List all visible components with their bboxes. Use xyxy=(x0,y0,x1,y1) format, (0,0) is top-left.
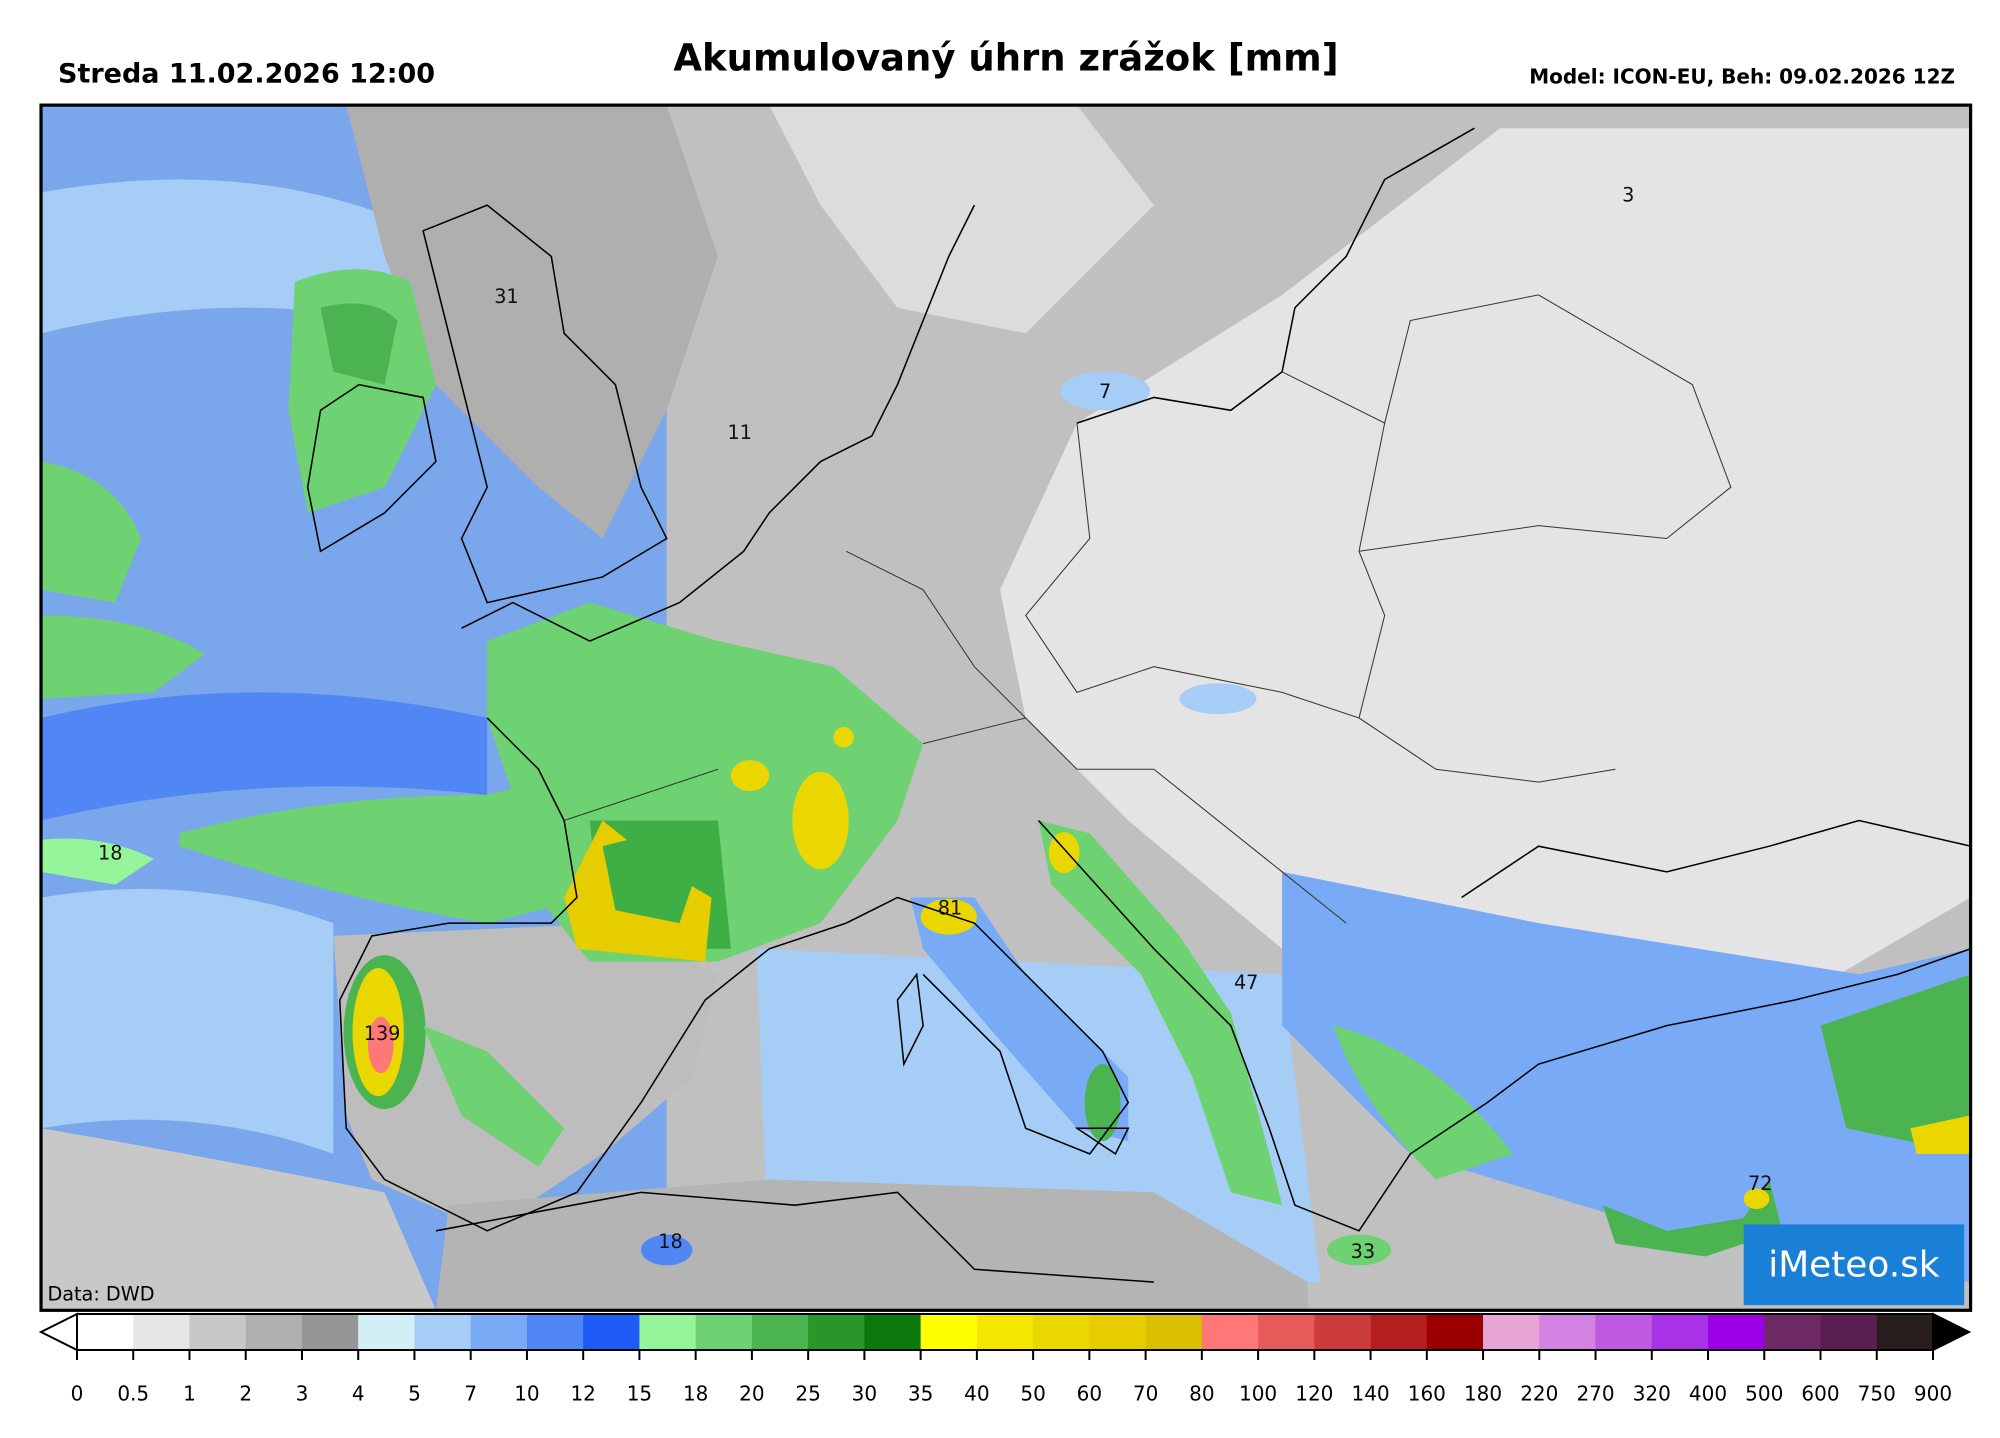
colorbar-tick-label: 5 xyxy=(408,1382,421,1406)
colorbar-extend-min xyxy=(38,1312,78,1352)
colorbar-box xyxy=(1033,1314,1090,1350)
colorbar-tick-label: 270 xyxy=(1576,1382,1614,1406)
map-value-label: 31 xyxy=(494,285,518,308)
colorbar-tick-label: 70 xyxy=(1133,1382,1158,1406)
colorbar-tick-label: 400 xyxy=(1689,1382,1727,1406)
colorbar-box xyxy=(77,1314,134,1350)
colorbar-tick-label: 120 xyxy=(1295,1382,1333,1406)
map-value-label: 81 xyxy=(938,897,962,920)
colorbar-tick-label: 0 xyxy=(71,1382,84,1406)
colorbar-box xyxy=(1201,1314,1259,1350)
colorbar-box xyxy=(1539,1314,1597,1350)
colorbar-box xyxy=(133,1314,190,1350)
colorbar-box xyxy=(245,1314,303,1350)
colorbar-tick-label: 140 xyxy=(1351,1382,1389,1406)
colorbar-box xyxy=(301,1314,359,1350)
logo: iMeteo.sk xyxy=(1768,1245,1940,1286)
colorbar-box xyxy=(583,1314,640,1350)
map-value-label: 33 xyxy=(1351,1240,1375,1263)
map-value-label: 3 xyxy=(1622,184,1634,207)
colorbar-tick-label: 7 xyxy=(464,1382,477,1406)
colorbar-box xyxy=(1876,1314,1934,1350)
colorbar-box xyxy=(526,1314,584,1350)
colorbar-box xyxy=(1764,1314,1822,1350)
colorbar-tick-label: 30 xyxy=(852,1382,877,1406)
colorbar-frame xyxy=(76,1313,1934,1351)
colorbar-tick-label: 1 xyxy=(183,1382,196,1406)
colorbar-tick-label: 10 xyxy=(514,1382,539,1406)
colorbar-box xyxy=(864,1314,922,1350)
logo-box xyxy=(1743,1224,1965,1306)
data-credit: Data: DWD xyxy=(47,1282,154,1305)
colorbar-tick-label: 60 xyxy=(1077,1382,1102,1406)
colorbar-box xyxy=(920,1314,978,1350)
colorbar-box xyxy=(1370,1314,1428,1350)
map: 31 11 7 3 18 81 47 139 33 18 72 Data: DWD iMeteo.s… xyxy=(39,103,1973,1312)
map-value-label: 11 xyxy=(728,421,752,444)
colorbar-tick-label: 40 xyxy=(964,1382,989,1406)
model-info: Model: ICON-EU, Beh: 09.02.2026 12Z xyxy=(1529,65,1955,89)
colorbar-box xyxy=(189,1314,247,1350)
colorbar-tick-label: 35 xyxy=(908,1382,933,1406)
colorbar-tick-label: 180 xyxy=(1464,1382,1502,1406)
colorbar-tick-label: 15 xyxy=(627,1382,652,1406)
date: Streda 11.02.2026 12:00 xyxy=(58,59,435,90)
colorbar-box xyxy=(1595,1314,1653,1350)
map-value-label: 18 xyxy=(98,841,122,864)
colorbar-tick-label: 12 xyxy=(570,1382,595,1406)
map-value-label: 47 xyxy=(1234,971,1258,994)
colorbar-tick-label: 900 xyxy=(1914,1382,1952,1406)
colorbar-box xyxy=(1089,1314,1147,1350)
map-value-label: 139 xyxy=(364,1022,401,1045)
colorbar-box xyxy=(639,1314,697,1350)
map-value-label: 18 xyxy=(658,1230,682,1253)
colorbar-box xyxy=(751,1314,809,1350)
colorbar-tick-label: 25 xyxy=(795,1382,820,1406)
colorbar-tick-label: 100 xyxy=(1239,1382,1277,1406)
colorbar-tick-label: 160 xyxy=(1408,1382,1446,1406)
colorbar-tick-label: 80 xyxy=(1189,1382,1214,1406)
colorbar-tick-label: 20 xyxy=(739,1382,764,1406)
colorbar-tick-label: 220 xyxy=(1520,1382,1558,1406)
colorbar-box xyxy=(1483,1314,1540,1350)
colorbar-tick-label: 4 xyxy=(352,1382,365,1406)
colorbar-box xyxy=(1651,1314,1709,1350)
colorbar-box xyxy=(808,1314,865,1350)
colorbar-box xyxy=(1314,1314,1372,1350)
colorbar-box xyxy=(470,1314,528,1350)
colorbar-box xyxy=(1145,1314,1203,1350)
colorbar-box xyxy=(1820,1314,1878,1350)
colorbar-tick-label: 2 xyxy=(239,1382,252,1406)
colorbar-box xyxy=(976,1314,1034,1350)
map-value-label: 7 xyxy=(1099,380,1111,403)
colorbar-box xyxy=(1708,1314,1765,1350)
colorbar-box xyxy=(695,1314,753,1350)
colorbar-tick-label: 3 xyxy=(296,1382,309,1406)
colorbar-box xyxy=(414,1314,472,1350)
colorbar-box xyxy=(1258,1314,1315,1350)
colorbar-tick-label: 320 xyxy=(1633,1382,1671,1406)
colorbar-tick-label: 18 xyxy=(683,1382,708,1406)
colorbar: 0 0.5 1 2 3 4 5 7 10 12 15 18 20 25 30 35 40 50 60 70 80 100 1… xyxy=(38,1312,1972,1406)
colorbar-tick-label: 500 xyxy=(1745,1382,1783,1406)
title: Akumulovaný úhrn zrážok [mm] xyxy=(673,37,1338,80)
colorbar-box xyxy=(358,1314,415,1350)
colorbar-tick-label: 0.5 xyxy=(117,1382,149,1406)
colorbar-tick-label: 600 xyxy=(1801,1382,1839,1406)
colorbar-extend-max xyxy=(1932,1312,1972,1352)
colorbar-tick-label: 750 xyxy=(1858,1382,1896,1406)
colorbar-box xyxy=(1426,1314,1484,1350)
colorbar-tick-label: 50 xyxy=(1020,1382,1045,1406)
map-value-label: 72 xyxy=(1748,1172,1772,1195)
